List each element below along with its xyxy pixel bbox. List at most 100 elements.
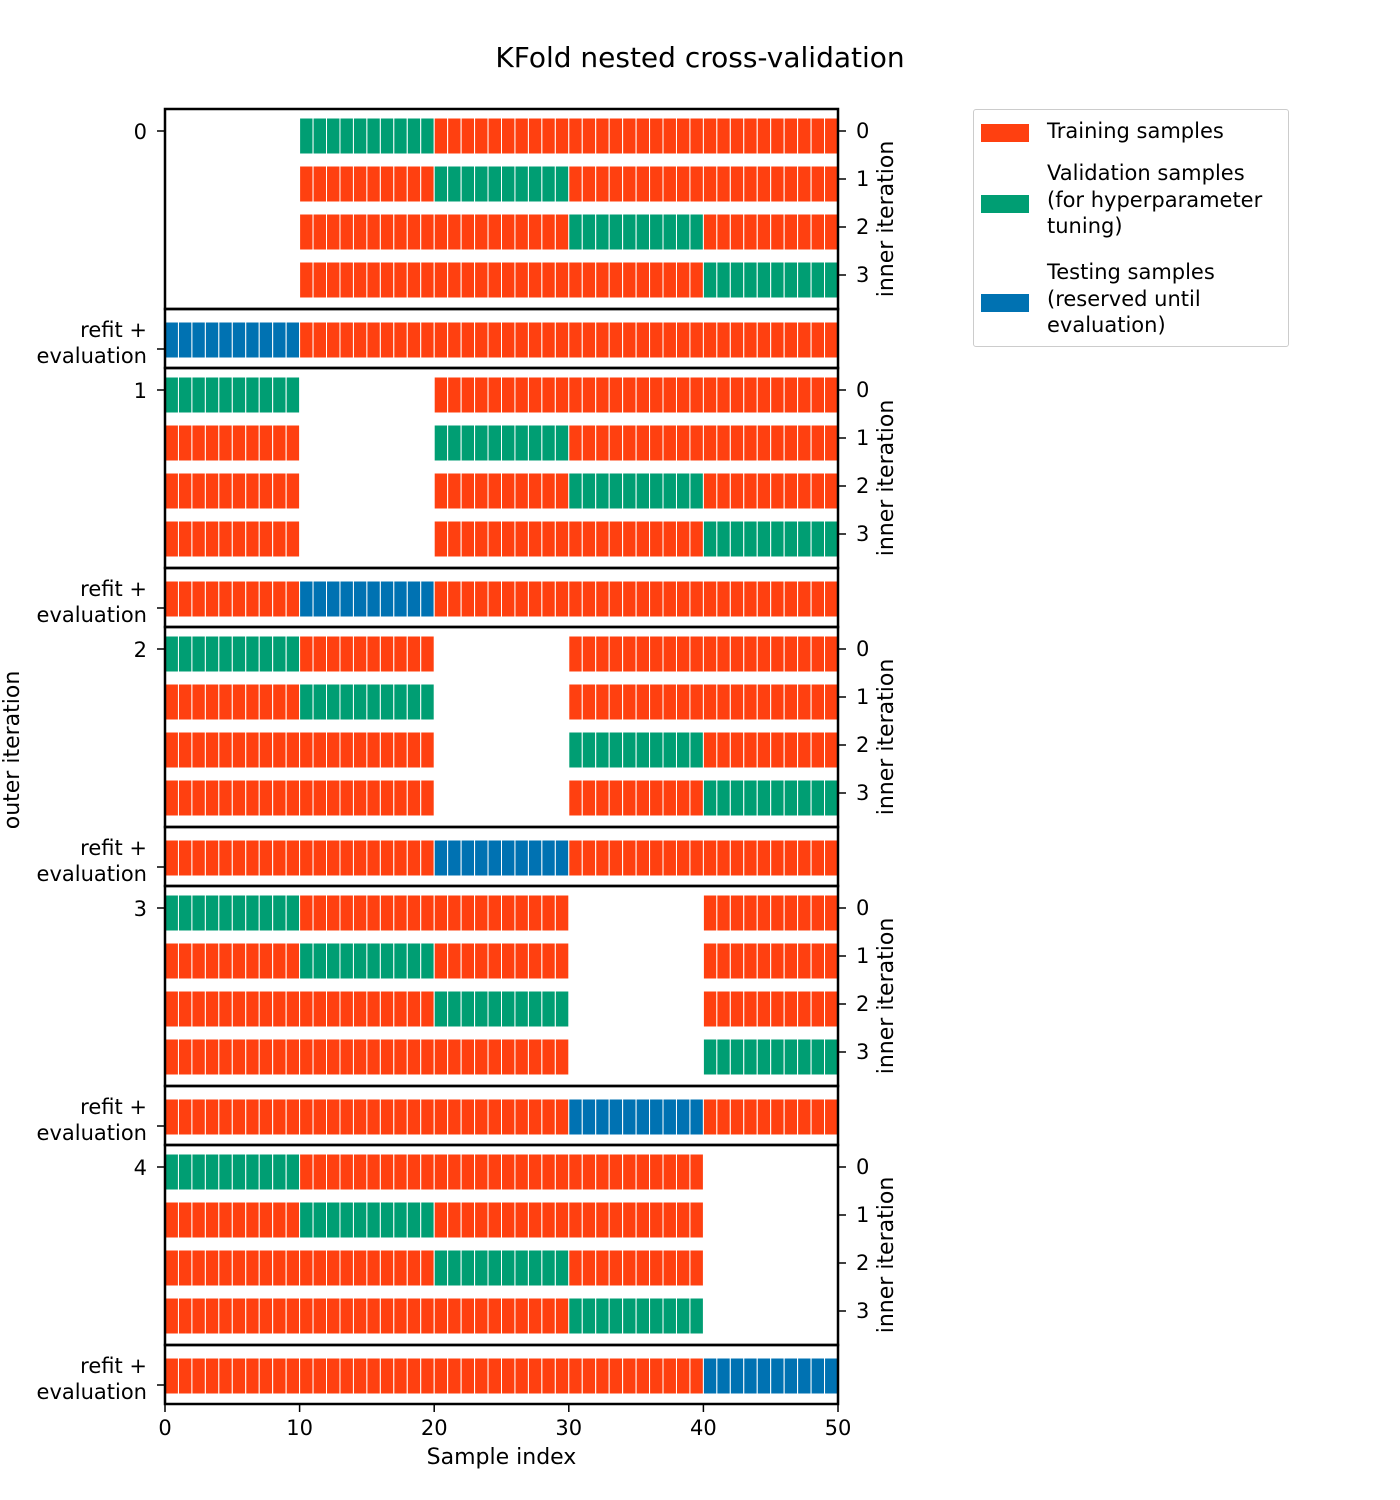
training-sample xyxy=(595,839,610,877)
inner-tick-label: 1 xyxy=(856,944,869,968)
training-sample xyxy=(299,1249,314,1287)
training-sample xyxy=(581,580,597,618)
training-sample xyxy=(245,990,260,1028)
training-sample xyxy=(662,424,677,462)
validation-sample xyxy=(783,1038,799,1076)
training-sample xyxy=(379,635,395,673)
training-sample xyxy=(716,580,731,618)
validation-sample xyxy=(729,779,745,817)
training-sample xyxy=(204,839,220,877)
validation-sample xyxy=(487,990,503,1028)
validation-sample xyxy=(501,1249,516,1287)
training-sample xyxy=(514,1038,529,1076)
training-sample xyxy=(312,321,328,359)
training-sample xyxy=(608,376,624,414)
training-sample xyxy=(756,942,772,980)
training-sample xyxy=(447,376,462,414)
training-sample xyxy=(447,261,462,299)
training-sample xyxy=(635,580,651,618)
training-sample xyxy=(204,580,220,618)
training-sample xyxy=(379,213,395,251)
training-sample xyxy=(568,117,583,155)
testing-sample xyxy=(743,1357,758,1395)
training-sample xyxy=(460,1153,476,1191)
training-sample xyxy=(245,1038,260,1076)
training-sample xyxy=(339,1297,354,1335)
validation-sample xyxy=(420,1201,435,1239)
validation-sample xyxy=(824,779,839,817)
training-sample xyxy=(299,1357,314,1395)
training-sample xyxy=(675,261,691,299)
training-sample xyxy=(568,376,583,414)
training-sample xyxy=(783,213,799,251)
validation-sample xyxy=(406,117,422,155)
validation-sample xyxy=(675,731,691,769)
training-sample xyxy=(285,731,301,769)
training-sample xyxy=(622,520,637,558)
training-sample xyxy=(177,472,193,510)
validation-sample xyxy=(635,1297,651,1335)
validation-sample xyxy=(649,213,664,251)
inner-tick-label: 0 xyxy=(856,637,869,661)
validation-sample xyxy=(689,213,704,251)
training-sample xyxy=(824,1098,839,1136)
training-sample xyxy=(527,321,543,359)
training-sample xyxy=(702,942,718,980)
training-sample xyxy=(662,165,677,203)
training-sample xyxy=(474,1357,489,1395)
testing-sample xyxy=(460,839,476,877)
training-sample xyxy=(797,942,812,980)
validation-sample xyxy=(474,990,489,1028)
training-sample xyxy=(581,1249,597,1287)
training-sample xyxy=(568,839,583,877)
training-sample xyxy=(810,213,826,251)
training-sample xyxy=(824,117,839,155)
training-sample xyxy=(608,520,624,558)
training-sample xyxy=(810,683,826,721)
training-sample xyxy=(649,424,664,462)
training-sample xyxy=(191,1249,206,1287)
training-sample xyxy=(393,1297,408,1335)
training-sample xyxy=(501,117,516,155)
training-sample xyxy=(272,472,287,510)
training-sample xyxy=(716,839,731,877)
training-sample xyxy=(460,520,476,558)
training-sample xyxy=(406,1249,422,1287)
validation-sample xyxy=(770,520,785,558)
training-sample xyxy=(527,261,543,299)
training-sample xyxy=(662,261,677,299)
outer-group-2: 0 1 2 3 2 refit + evaluation inner iteration xyxy=(37,625,899,888)
training-sample xyxy=(326,731,341,769)
training-sample xyxy=(770,942,785,980)
training-sample xyxy=(810,165,826,203)
x-tick-label: 50 xyxy=(825,1416,852,1440)
training-sample xyxy=(245,1297,260,1335)
validation-sample xyxy=(393,942,408,980)
inner-tick-label: 0 xyxy=(856,378,869,402)
training-sample xyxy=(326,1297,341,1335)
training-sample xyxy=(258,580,274,618)
training-sample xyxy=(299,779,314,817)
training-sample xyxy=(810,321,826,359)
validation-sample xyxy=(514,424,529,462)
training-sample xyxy=(716,165,731,203)
training-sample xyxy=(366,779,381,817)
validation-sample xyxy=(312,683,328,721)
validation-sample xyxy=(501,165,516,203)
validation-sample xyxy=(191,376,206,414)
validation-sample xyxy=(756,779,772,817)
testing-sample xyxy=(379,580,395,618)
training-sample xyxy=(433,1038,449,1076)
training-sample xyxy=(191,1098,206,1136)
x-tick-label: 40 xyxy=(690,1416,717,1440)
training-sample xyxy=(177,731,193,769)
validation-sample xyxy=(406,1201,422,1239)
training-sample xyxy=(285,1297,301,1335)
training-sample xyxy=(474,520,489,558)
testing-sample xyxy=(716,1357,731,1395)
training-sample xyxy=(420,731,435,769)
training-sample xyxy=(487,1357,503,1395)
training-sample xyxy=(675,839,691,877)
training-sample xyxy=(797,731,812,769)
